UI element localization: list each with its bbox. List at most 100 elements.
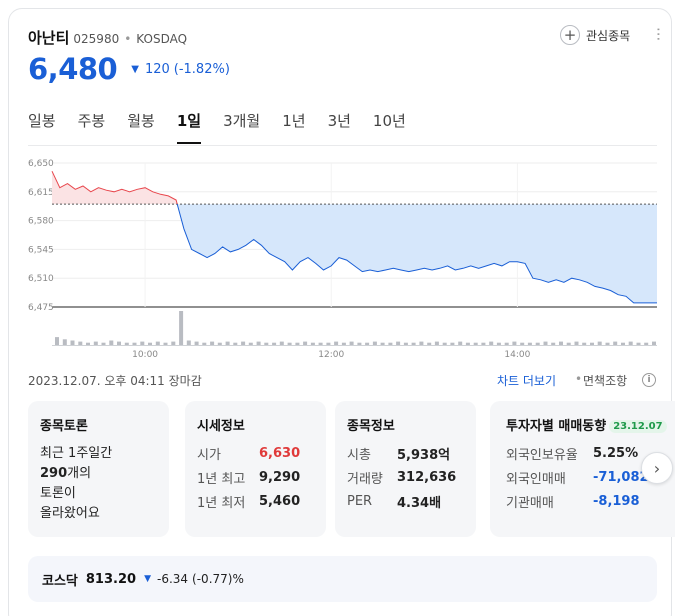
stock-name[interactable]: 아난티	[28, 29, 70, 47]
discussion-line: 올라왔어요	[40, 506, 100, 521]
volume-bar	[233, 342, 238, 345]
tab-1year[interactable]: 1년	[282, 112, 306, 130]
stock-info-panel[interactable]: 종목정보 시총 5,938억 거래량 312,636 PER 4.34배	[335, 401, 476, 537]
volume-bar	[613, 341, 618, 345]
investor-title: 투자자별 매매동향	[506, 419, 607, 434]
volume-bar	[86, 342, 90, 345]
add-favorite-button[interactable]: + 관심종목	[560, 25, 630, 45]
volume-bar	[256, 341, 261, 345]
market-info-row: 1년 최고 9,290	[197, 465, 326, 489]
disclaimer-link[interactable]: 면책조항	[583, 374, 628, 388]
intraday-price-chart[interactable]: 6,650 6,615 6,580 6,545 6,510 6,475 10:00 12:00…	[20, 150, 660, 362]
market-date: 2023.12.07. 오후 04:11 장마감	[28, 374, 202, 388]
year-low-value: 5,460	[259, 493, 301, 509]
tab-1day[interactable]: 1일	[176, 108, 202, 144]
volume-bar	[543, 341, 548, 345]
volume-bar	[527, 342, 532, 345]
investor-row: 외국인보유율 5.25%	[506, 441, 675, 465]
stock-info-list: 시총 5,938억 거래량 312,636 PER 4.34배	[347, 441, 476, 513]
volume-bar	[287, 342, 292, 345]
volume-bar	[489, 341, 494, 345]
discussion-panel[interactable]: 종목토론 최근 1주일간 290개의 토론이 올라왔어요	[28, 401, 169, 537]
favorite-label: 관심종목	[586, 28, 631, 43]
tab-daily[interactable]: 일봉	[28, 112, 56, 130]
date-badge: 23.12.07	[609, 420, 667, 433]
volume-bar	[148, 342, 152, 345]
y-tick-label: 6,545	[28, 245, 54, 255]
volume-bar	[380, 342, 385, 345]
current-price: 6,480	[28, 52, 118, 86]
investor-row: 외국인매매 -71,082	[506, 465, 675, 489]
stock-code: 025980	[73, 32, 120, 46]
row-label: 1년 최고	[197, 471, 246, 487]
y-tick-label: 6,615	[28, 188, 54, 198]
volume-bar	[272, 342, 277, 345]
year-high-value: 9,290	[259, 469, 301, 485]
volume-bar	[132, 342, 137, 345]
volume-bar	[434, 341, 439, 345]
volume-bar	[210, 341, 215, 345]
discussion-line: 290개의	[40, 464, 169, 484]
volume-bar	[109, 340, 114, 345]
volume-bar	[70, 340, 75, 345]
index-value: 813.20	[85, 571, 137, 587]
stock-info-row: 시총 5,938억	[347, 441, 476, 465]
per-value: 4.34배	[397, 495, 442, 511]
volume-bar	[442, 342, 447, 345]
volume-bar	[295, 342, 300, 345]
investor-list: 외국인보유율 5.25% 외국인매매 -71,082 기관매매 -8,198	[506, 441, 675, 513]
volume-bar	[357, 342, 362, 345]
row-label: 1년 최저	[197, 495, 246, 511]
volume-bar	[117, 341, 121, 345]
tab-3month[interactable]: 3개월	[223, 112, 261, 130]
index-name: 코스닥	[42, 573, 78, 589]
separator-dot: •	[575, 372, 583, 386]
stock-header: 아난티 025980 • KOSDAQ	[28, 27, 187, 48]
x-tick-label: 10:00	[132, 350, 158, 360]
tab-3year[interactable]: 3년	[327, 112, 351, 130]
volume-value: 312,636	[397, 469, 457, 485]
info-icon[interactable]: i	[642, 373, 656, 387]
investor-trading-panel[interactable]: 투자자별 매매동향 23.12.07 외국인보유율 5.25% 외국인매매 -71…	[490, 401, 675, 537]
x-tick-label: 12:00	[318, 350, 344, 360]
volume-bar	[465, 342, 470, 345]
y-tick-label: 6,650	[28, 159, 54, 169]
volume-bar	[574, 341, 579, 345]
row-label: 시가	[197, 447, 221, 463]
row-label: 외국인매매	[506, 471, 566, 487]
volume-bar	[520, 342, 525, 345]
panel-title: 종목토론	[40, 419, 88, 434]
volume-bar	[504, 342, 509, 345]
y-tick-label: 6,510	[28, 274, 54, 284]
tab-10year[interactable]: 10년	[372, 112, 406, 130]
foreign-ownership-value: 5.25%	[593, 445, 639, 461]
next-arrow-icon[interactable]: ›	[641, 452, 673, 484]
market-info-panel[interactable]: 시세정보 시가 6,630 1년 최고 9,290 1년 최저 5,460	[185, 401, 326, 537]
row-label: 거래량	[347, 471, 383, 487]
chart-more-link[interactable]: 차트 더보기	[497, 374, 557, 388]
panel-title: 투자자별 매매동향 23.12.07	[506, 415, 675, 434]
row-label: 기관매매	[506, 495, 554, 511]
volume-bar	[194, 341, 199, 345]
price-line-down	[176, 204, 657, 304]
volume-bar	[349, 341, 354, 345]
volume-bar	[652, 341, 656, 345]
volume-bar	[481, 342, 486, 345]
volume-bar	[225, 341, 230, 345]
volume-bar	[644, 342, 649, 345]
down-arrow-icon: ▼	[131, 63, 139, 75]
discussion-suffix: 개의	[67, 466, 92, 481]
row-label: PER	[347, 493, 373, 509]
index-bar[interactable]: 코스닥 813.20 ▼ -6.34 (-0.77)%	[28, 556, 657, 602]
tab-monthly[interactable]: 월봉	[127, 112, 155, 130]
more-options-icon[interactable]: ···	[649, 27, 667, 42]
volume-bar	[334, 341, 339, 345]
volume-bar	[279, 341, 284, 345]
area-above	[52, 171, 178, 205]
volume-bar	[621, 342, 625, 345]
tab-weekly[interactable]: 주봉	[77, 112, 106, 130]
volume-bar	[628, 341, 633, 345]
y-tick-label: 6,475	[28, 303, 54, 313]
volume-bar	[566, 342, 571, 345]
volume-bar	[171, 341, 176, 345]
